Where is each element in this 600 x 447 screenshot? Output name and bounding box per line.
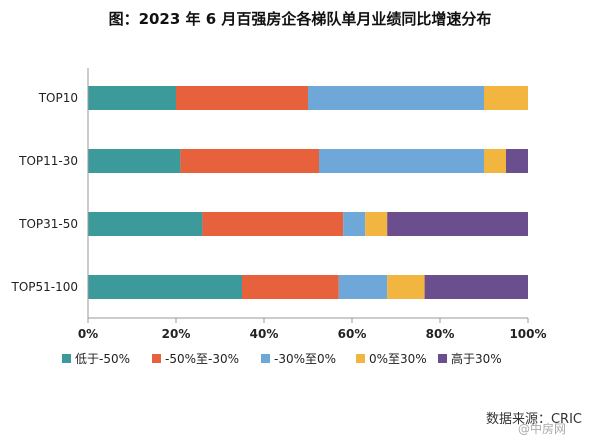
legend-swatch [152, 354, 161, 363]
bar-segment-top51-100-s2 [338, 275, 388, 299]
source-note: 数据来源：CRIC [485, 412, 582, 427]
legend-swatch [261, 354, 270, 363]
bar-segment-top10-s3 [484, 86, 528, 110]
chart-title: 图：2023 年 6 月百强房企各梯队单月业绩同比增速分布 [108, 10, 492, 28]
x-axis: 0% 20% 40% 60% 80% 100% [78, 68, 547, 341]
category-label: TOP10 [38, 91, 78, 105]
legend-label: 低于-50% [75, 352, 130, 366]
legend-label: 高于30% [451, 351, 502, 366]
bar-segment-top11-30-s2 [319, 149, 484, 173]
bar-area [88, 86, 528, 299]
legend-label: 0%至30% [369, 352, 427, 366]
category-labels: TOP10 TOP11-30 TOP31-50 TOP51-100 [10, 91, 78, 294]
bar-segment-top51-100-s0 [88, 275, 242, 299]
bar-segment-top31-50-s3 [365, 212, 388, 236]
bar-segment-top31-50-s0 [88, 212, 203, 236]
bar-segment-top11-30-s4 [506, 149, 528, 173]
watermark: @中房网 [517, 422, 566, 436]
bar-segment-top51-100-s4 [424, 275, 528, 299]
legend-swatch [356, 354, 365, 363]
bar-segment-top11-30-s3 [484, 149, 506, 173]
bar-segment-top10-s0 [88, 86, 176, 110]
x-tick-label: 40% [250, 327, 279, 341]
x-tick-label: 20% [162, 327, 191, 341]
bar-segment-top10-s2 [308, 86, 484, 110]
category-label: TOP31-50 [18, 217, 78, 231]
legend: 低于-50% -50%至-30% -30%至0% 0%至30% 高于30% [62, 351, 502, 366]
legend-label: -30%至0% [274, 352, 336, 366]
legend-swatch [438, 354, 447, 363]
bar-segment-top10-s1 [176, 86, 308, 110]
legend-label: -50%至-30% [165, 352, 239, 366]
x-tick-label: 60% [338, 327, 367, 341]
bar-segment-top31-50-s2 [343, 212, 366, 236]
x-tick-label: 100% [509, 327, 546, 341]
x-tick-label: 0% [78, 327, 98, 341]
bar-segment-top11-30-s0 [88, 149, 181, 173]
bar-segment-top31-50-s1 [202, 212, 344, 236]
category-label: TOP51-100 [10, 280, 78, 294]
bar-segment-top11-30-s1 [180, 149, 319, 173]
x-tick-label: 80% [426, 327, 455, 341]
bar-segment-top51-100-s1 [242, 275, 339, 299]
category-label: TOP11-30 [18, 154, 78, 168]
legend-swatch [62, 354, 71, 363]
bar-segment-top31-50-s4 [387, 212, 528, 236]
bar-segment-top51-100-s3 [387, 275, 425, 299]
